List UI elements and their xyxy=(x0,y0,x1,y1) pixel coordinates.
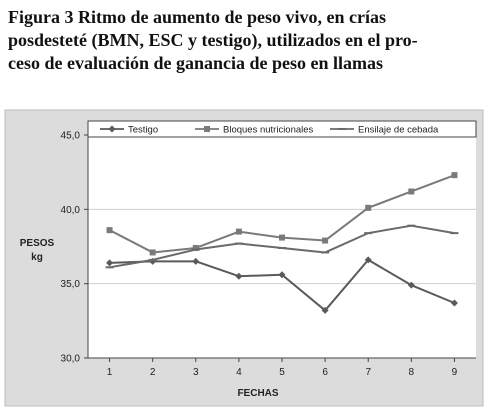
x-tick-label: 6 xyxy=(322,367,328,378)
data-point-series-1 xyxy=(192,257,200,265)
legend-label-1: Testigo xyxy=(128,125,158,136)
y-axis-label-line-2: kg xyxy=(31,252,43,263)
data-point-series-2 xyxy=(106,227,113,234)
legend: Testigo Bloques nutricionales Ensilaje de … xyxy=(87,120,477,138)
y-axis-label-line-1: PESOS xyxy=(20,238,55,249)
data-point-series-2 xyxy=(279,234,285,241)
figure-caption: Figura 3 Ritmo de aumento de peso vivo, … xyxy=(8,6,484,75)
legend-box xyxy=(87,120,477,138)
x-tick-label: 7 xyxy=(365,367,371,378)
data-point-series-2 xyxy=(235,228,242,235)
plot-area: 30,0 35,0 40,0 45,0 1 2 3 4 5 6 7 8 9 xyxy=(61,131,476,378)
data-point-series-2 xyxy=(322,237,329,244)
caption-line-3: ceso de evaluación de ganancia de peso e… xyxy=(8,53,384,73)
data-point-series-2 xyxy=(451,172,458,179)
x-axis-label: FECHAS xyxy=(237,388,278,399)
x-tick-label: 9 xyxy=(452,367,458,378)
data-point-series-1 xyxy=(106,259,114,267)
data-point-series-1 xyxy=(407,281,415,289)
data-point-series-2 xyxy=(365,204,372,211)
legend-label-2: Bloques nutricionales xyxy=(223,125,314,136)
data-point-series-1 xyxy=(278,271,286,279)
data-point-series-1 xyxy=(364,256,372,264)
data-point-series-2 xyxy=(149,249,156,256)
legend-label-3: Ensilaje de cebada xyxy=(358,125,439,136)
x-tick-label: 3 xyxy=(193,367,199,378)
legend-marker-1 xyxy=(108,125,116,133)
y-tick-label: 30,0 xyxy=(61,354,81,365)
data-point-series-1 xyxy=(235,272,243,280)
y-tick-label: 40,0 xyxy=(61,205,81,216)
x-tick-label: 4 xyxy=(236,367,242,378)
y-tick-label: 35,0 xyxy=(61,279,81,290)
legend-marker-2 xyxy=(204,126,210,132)
x-tick-label: 1 xyxy=(107,367,113,378)
x-tick-label: 8 xyxy=(409,367,415,378)
y-tick-label: 45,0 xyxy=(61,131,81,142)
data-point-series-1 xyxy=(321,306,329,314)
data-point-series-2 xyxy=(192,244,199,251)
data-point-series-2 xyxy=(408,188,415,195)
caption-line-1: Figura 3 Ritmo de aumento de peso vivo, … xyxy=(8,7,386,27)
plot-background xyxy=(88,135,476,358)
data-point-series-1 xyxy=(450,299,458,307)
caption-line-2: posdesteté (BMN, ESC y testigo), utiliza… xyxy=(8,30,418,50)
x-tick-label: 5 xyxy=(279,367,285,378)
x-tick-label: 2 xyxy=(150,367,156,378)
